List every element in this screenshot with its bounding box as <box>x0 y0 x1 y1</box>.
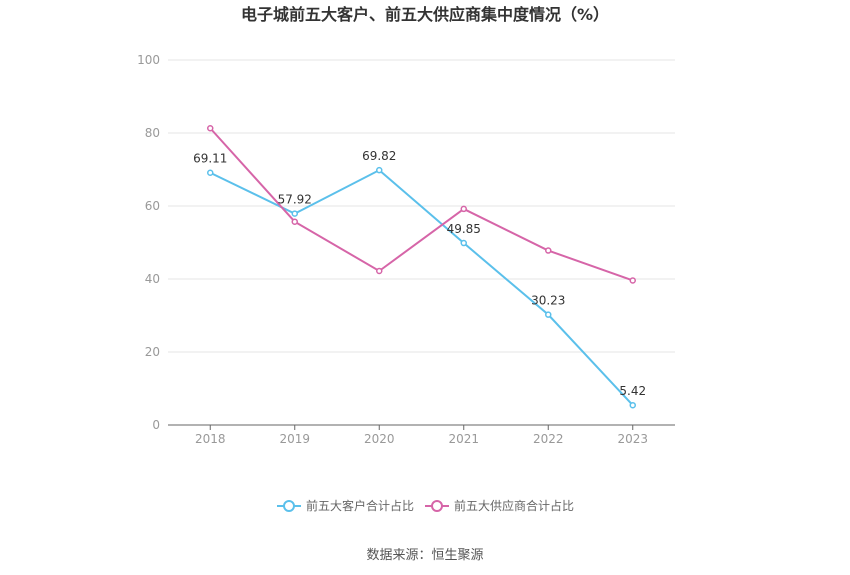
legend-marker-icon <box>431 500 443 512</box>
data-label: 69.11 <box>193 152 227 166</box>
data-label: 49.85 <box>447 222 481 236</box>
data-label: 5.42 <box>619 384 646 398</box>
series-1-point[interactable] <box>629 401 636 409</box>
series-1-point[interactable] <box>460 239 467 247</box>
series-layer: 69.11 57.92 69.82 49.85 30.23 5.42 <box>193 125 646 409</box>
data-label: 57.92 <box>278 193 312 207</box>
chart-title: 电子城前五大客户、前五大供应商集中度情况（%） <box>241 5 609 24</box>
source-note: 数据来源：恒生聚源 <box>366 548 483 563</box>
legend-label: 前五大供应商合计占比 <box>454 498 574 513</box>
data-label: 30.23 <box>531 294 565 308</box>
series-2-point[interactable] <box>629 277 636 284</box>
series-1-point[interactable] <box>207 169 214 176</box>
x-tick-label: 2021 <box>448 432 479 446</box>
series-1-point[interactable] <box>545 311 552 318</box>
legend-item-2[interactable]: 前五大供应商合计占比 <box>425 498 574 513</box>
y-tick-label: 100 <box>137 53 160 67</box>
x-tick-label: 2022 <box>533 432 564 446</box>
x-tick-label: 2023 <box>617 432 648 446</box>
series-1-point[interactable] <box>376 166 383 174</box>
legend[interactable]: 前五大客户合计占比 前五大供应商合计占比 <box>277 498 574 513</box>
series-2-point[interactable] <box>291 218 298 225</box>
x-axis: 2018 2019 2020 2021 2022 2023 <box>168 424 675 446</box>
series-1-point[interactable] <box>291 210 298 217</box>
y-tick-label: 20 <box>145 345 160 359</box>
series-line-1 <box>209 168 634 406</box>
series-2-point[interactable] <box>545 247 552 254</box>
legend-item-1[interactable]: 前五大客户合计占比 <box>277 498 414 513</box>
legend-marker-icon <box>283 500 295 512</box>
series-2-point[interactable] <box>460 205 467 213</box>
y-tick-label: 80 <box>145 126 160 140</box>
series-2-point[interactable] <box>207 125 214 132</box>
series-line-2 <box>209 127 634 282</box>
y-tick-label: 60 <box>145 199 160 213</box>
x-tick-label: 2020 <box>364 432 395 446</box>
x-tick-label: 2019 <box>279 432 310 446</box>
y-axis: 0 20 40 60 80 100 <box>137 53 160 432</box>
data-label: 69.82 <box>362 149 396 163</box>
y-tick-label: 40 <box>145 272 160 286</box>
x-tick-label: 2018 <box>195 432 226 446</box>
legend-label: 前五大客户合计占比 <box>306 498 414 513</box>
y-tick-label: 0 <box>152 418 160 432</box>
series-2-point[interactable] <box>376 267 383 275</box>
